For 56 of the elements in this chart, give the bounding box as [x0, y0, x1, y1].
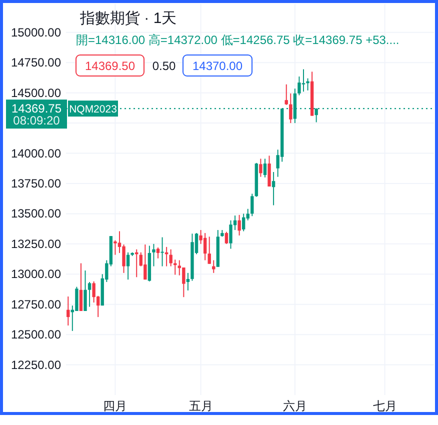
- y-tick-label: 12250.00: [10, 358, 62, 372]
- candlestick: [268, 155, 271, 188]
- candlestick: [229, 220, 232, 250]
- candlestick: [84, 270, 87, 312]
- candlestick: [126, 252, 130, 280]
- candlestick: [302, 68, 306, 92]
- candlestick: [242, 213, 246, 232]
- candlestick: [182, 266, 186, 298]
- y-tick-label: 13000.00: [10, 267, 62, 282]
- y-tick-label: 14500.00: [10, 86, 62, 100]
- text: 14369.75: [11, 102, 62, 116]
- candlestick: [169, 248, 172, 267]
- candlestick: [152, 243, 156, 267]
- candlestick: [203, 232, 207, 261]
- candlestick: [66, 296, 70, 326]
- y-tick-label: 12500.00: [10, 328, 62, 342]
- x-tick-label: 四月: [103, 399, 128, 413]
- candlestick: [88, 281, 92, 308]
- x-tick-label: 五月: [188, 399, 213, 413]
- ref-label: NQM2023: [68, 100, 118, 117]
- candlestick: [272, 172, 276, 206]
- y-tick-label: 14750.00: [10, 56, 62, 70]
- candlestick: [186, 272, 190, 291]
- candlestick: [250, 193, 254, 217]
- candlestick: [298, 76, 301, 96]
- candlestick: [160, 236, 164, 267]
- candlestick: [114, 240, 117, 256]
- y-tick-label: 12750.00: [10, 297, 62, 312]
- candlestick: [263, 158, 267, 178]
- candlestick: [79, 262, 83, 312]
- candlestick: [238, 214, 241, 236]
- x-tick-label: 六月: [282, 399, 307, 413]
- candlestick: [75, 286, 78, 312]
- chart-title: 指數期貨 · 1天: [79, 10, 177, 27]
- candlestick: [122, 244, 126, 274]
- y-tick-label: 13750.00: [10, 176, 62, 190]
- text: 開=14316.00 高=14372.00 低=14256.75 收=14369.75 +53....: [76, 33, 400, 47]
- candlestick: [224, 231, 228, 244]
- candlestick: [212, 260, 216, 274]
- y-tick-label: 13500.00: [10, 206, 62, 221]
- annotation: 0.50: [152, 59, 176, 73]
- candlestick: [289, 92, 292, 124]
- candlestick: [306, 78, 310, 91]
- text: 08:09:20: [13, 114, 60, 128]
- candlestick: [208, 236, 211, 264]
- y-tick-label: 14000.00: [10, 146, 62, 160]
- y-tick-label: 15000.00: [10, 25, 62, 40]
- annotation: 14369.50: [84, 59, 136, 73]
- x-tick-label: 七月: [372, 399, 397, 413]
- candlestick: [92, 280, 96, 304]
- candlestick: [144, 244, 147, 280]
- ref-line-label: NQM2023: [69, 104, 118, 116]
- candlestick: [284, 84, 288, 106]
- y-tick-label: 13250.00: [10, 236, 62, 251]
- candlestick: [259, 158, 262, 178]
- annotation: 14370.00: [192, 59, 243, 73]
